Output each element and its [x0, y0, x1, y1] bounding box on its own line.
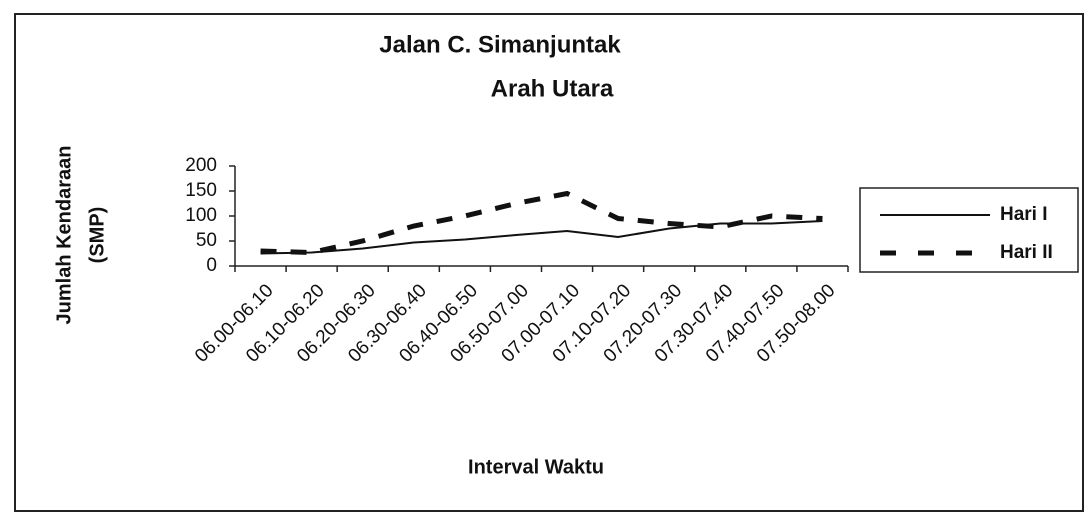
legend-box [859, 187, 1079, 273]
y-axis-label: (SMP) [86, 207, 108, 264]
series-line [260, 190, 823, 256]
y-tick-label: 50 [196, 230, 217, 251]
y-tick-label: 100 [185, 205, 217, 226]
chart-subtitle: Arah Utara [491, 75, 614, 102]
legend-label: Hari II [1000, 242, 1053, 263]
frame [14, 13, 1084, 512]
x-axis-label: Interval Waktu [468, 456, 604, 478]
y-tick-label: 150 [185, 180, 217, 201]
y-axis-label: Jumlah Kendaraan [53, 146, 75, 325]
legend-label: Hari I [1000, 204, 1048, 225]
chart-title: Jalan C. Simanjuntak [379, 31, 621, 58]
y-tick-label: 200 [185, 155, 217, 176]
y-tick-label: 0 [206, 255, 217, 276]
series-line [260, 220, 823, 255]
